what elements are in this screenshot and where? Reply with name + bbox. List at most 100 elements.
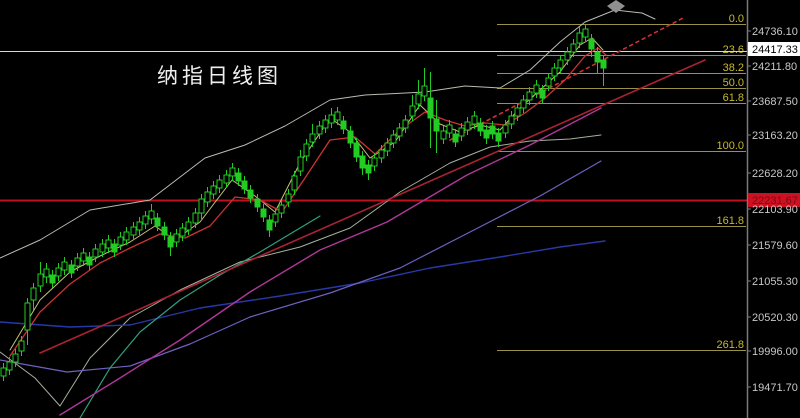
candle-body	[235, 172, 242, 182]
candles	[0, 24, 607, 381]
candle-body	[148, 210, 155, 220]
candle-body	[291, 175, 298, 191]
candle-body	[142, 215, 149, 225]
current-price-box	[748, 42, 800, 56]
bollinger-upper	[0, 9, 656, 259]
candle-body	[24, 302, 31, 331]
candle-body	[18, 340, 25, 352]
candle-body	[37, 273, 44, 287]
candle-body	[123, 231, 130, 241]
candle-body	[570, 43, 577, 53]
price-axis-label: 24736.10	[752, 26, 798, 38]
cursor-diamond	[607, 0, 625, 13]
candle-body	[576, 32, 583, 44]
price-axis: 24736.10 24417.33 24211.80 23687.50 23163.20…	[746, 0, 800, 418]
candle-body	[61, 261, 68, 271]
price-axis-label: 23163.20	[752, 130, 798, 142]
ma-long-magenta	[59, 107, 602, 416]
trendline-dashed-red	[449, 17, 684, 141]
candle-body	[6, 361, 13, 371]
price-axis-label: 19471.70	[752, 382, 798, 394]
candle-body	[378, 149, 385, 159]
candle-body	[353, 142, 360, 158]
candle-body	[43, 268, 50, 278]
candle-body	[285, 193, 292, 203]
candle-body	[278, 204, 285, 214]
candle-body	[371, 157, 378, 167]
candle-body	[260, 208, 267, 218]
candle-body	[477, 122, 484, 132]
price-axis-label: 21579.60	[752, 240, 798, 252]
candle-body	[557, 59, 564, 69]
candle-body	[161, 226, 168, 236]
fib-label: 0.0	[729, 13, 744, 25]
candle-body	[229, 167, 236, 177]
candle-body	[359, 155, 366, 169]
candle-body	[514, 107, 521, 117]
candle-body	[198, 198, 205, 214]
price-axis-label: 23687.50	[752, 96, 798, 108]
fib-label: 50.0	[723, 77, 744, 89]
candle-body	[471, 115, 478, 125]
candle-body	[322, 119, 329, 129]
candle-body	[483, 129, 490, 139]
candle-body	[594, 51, 601, 63]
candle-body	[303, 143, 310, 157]
candle-body	[409, 105, 416, 117]
candle-body	[179, 227, 186, 237]
candle-body	[539, 89, 546, 99]
ma-long-navy	[0, 240, 606, 328]
candle-body	[551, 67, 558, 77]
price-axis-label: 24211.80	[752, 61, 797, 73]
candle-body	[204, 191, 211, 203]
candle-body	[588, 38, 595, 50]
candle-body	[440, 130, 447, 140]
fib-levels: 0.0 23.6 38.2 50.0 61.8 100.0 161.8 261.8	[497, 13, 746, 351]
candle-body	[316, 125, 323, 135]
candle-body	[241, 180, 248, 190]
candle-body	[545, 77, 552, 87]
candle-body	[402, 119, 409, 129]
candle-body	[216, 179, 223, 189]
candle-body	[464, 121, 471, 131]
candle-body	[99, 243, 106, 253]
candle-body	[458, 127, 465, 137]
candle-body	[130, 226, 137, 236]
candle-body	[433, 118, 440, 132]
candle-body	[582, 28, 589, 38]
candle-body	[86, 256, 93, 266]
trendline-red	[39, 59, 706, 354]
candle-body	[340, 120, 347, 130]
price-axis-label: 19996.00	[752, 346, 798, 358]
candle-body	[154, 217, 161, 227]
candle-body	[446, 124, 453, 134]
fib-label: 100.0	[716, 140, 744, 152]
candle-body	[495, 132, 502, 142]
candle-body	[111, 243, 118, 253]
candle-body	[173, 233, 180, 243]
candle-body	[365, 164, 372, 174]
candle-body	[390, 134, 397, 144]
ma-fast-red	[9, 47, 607, 357]
fib-label: 161.8	[716, 215, 744, 227]
ma-long-teal	[79, 215, 321, 418]
candle-body	[334, 111, 341, 121]
candle-body	[600, 59, 607, 69]
candle-body	[309, 133, 316, 143]
candle-body	[452, 133, 459, 143]
candle-body	[502, 124, 509, 134]
candle-body	[117, 236, 124, 246]
candle-body	[328, 114, 335, 124]
alert-price-box	[748, 193, 800, 207]
alert-price-label: 22231.67	[752, 195, 798, 207]
price-axis-label: 20520.30	[752, 312, 798, 324]
chart-title: 纳指日线图	[157, 65, 282, 88]
candle-body	[427, 97, 434, 119]
candle-body	[80, 252, 87, 262]
fib-label: 61.8	[723, 92, 744, 104]
current-price-label: 24417.33	[752, 44, 798, 56]
fib-label: 38.2	[723, 62, 744, 74]
candle-body	[421, 85, 428, 97]
